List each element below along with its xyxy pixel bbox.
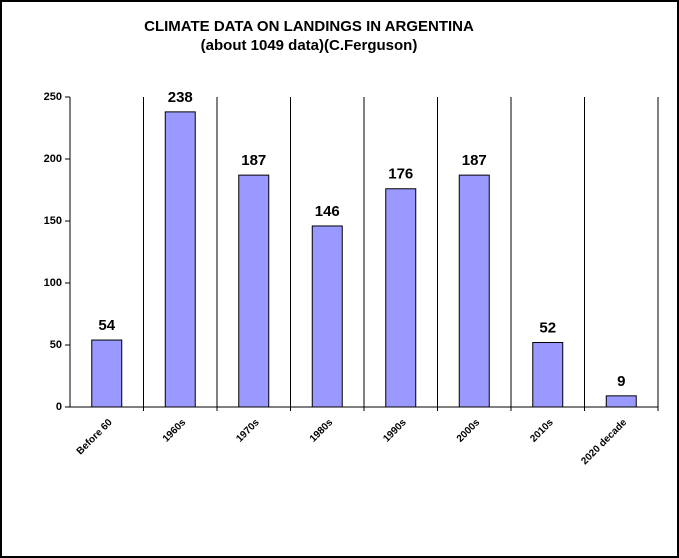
bar [238,174,270,408]
bar [605,395,637,408]
value-label: 176 [388,166,413,183]
bar [91,339,123,408]
y-tick-label: 200 [44,153,62,165]
bar [311,225,343,408]
value-label: 54 [98,317,115,334]
bar [458,174,490,408]
value-label: 52 [539,319,556,336]
value-label: 187 [462,152,487,169]
value-label: 9 [617,373,625,390]
chart-subtitle: (about 1049 data)(C.Ferguson) [201,37,418,54]
chart-title: CLIMATE DATA ON LANDINGS IN ARGENTINA [144,18,474,35]
y-tick-label: 250 [44,91,62,103]
y-tick-label: 50 [50,339,62,351]
y-tick-label: 0 [56,401,62,413]
value-label: 187 [241,152,266,169]
y-tick-label: 100 [44,277,62,289]
bar [385,188,417,408]
bar [164,111,196,408]
bar [532,342,564,408]
value-label: 146 [315,203,340,220]
y-tick-label: 150 [44,215,62,227]
value-label: 238 [168,89,193,106]
